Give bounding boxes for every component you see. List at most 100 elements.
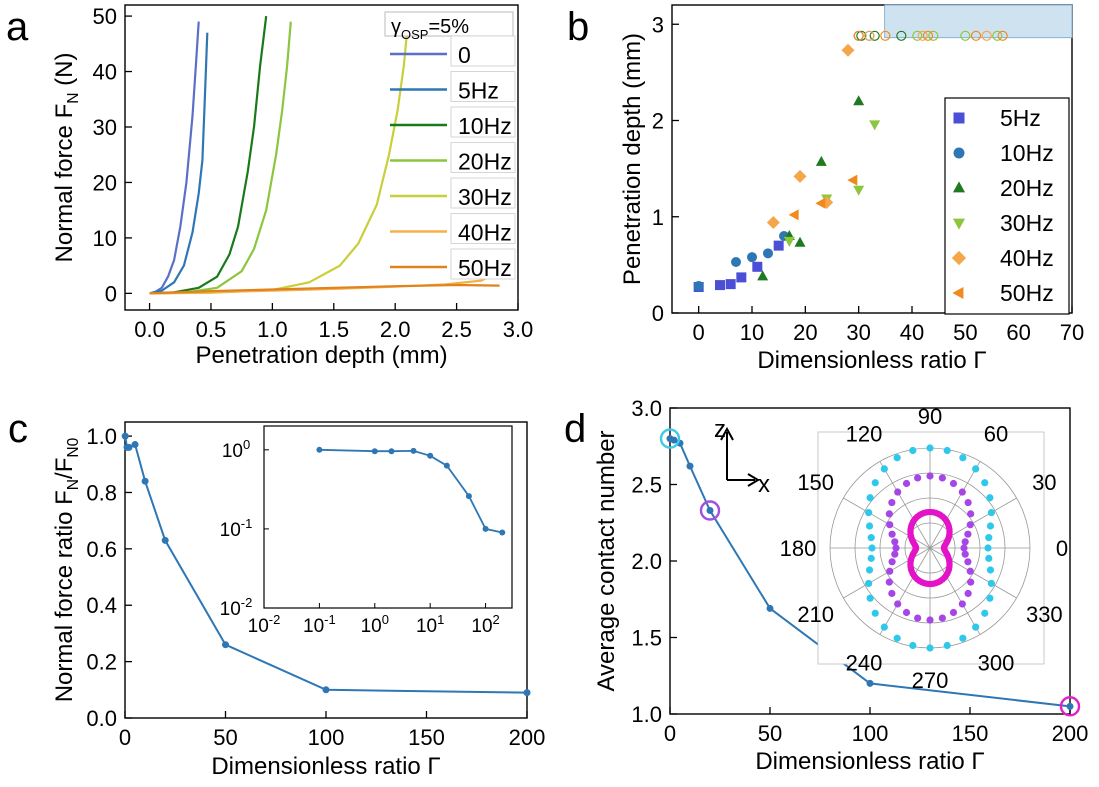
panel-a-series-2: [149, 15, 268, 295]
tick-exp: 1: [437, 612, 444, 627]
panel-d-polar-point-0-31: [981, 609, 989, 617]
panel-d-polar-point-0-34: [986, 566, 995, 574]
panel-d-polar-angle-5: 150: [797, 470, 834, 495]
panel-a-legend-box-3: [450, 142, 516, 173]
panel-b-point-2-6: [869, 30, 880, 41]
panel-c-inset-point-4: [427, 452, 434, 459]
panel-a-ylabel-part-0: Normal force F: [51, 104, 78, 263]
panel-d-xtick-label-3: 150: [952, 721, 989, 746]
panel-b-point-1-0: [693, 281, 704, 292]
panel-d-polar-angle-6: 180: [780, 536, 817, 561]
panel-d-polar-spoke-2: [929, 461, 981, 549]
panel-d-polar-point-0-32: [986, 594, 994, 602]
panel-a-legend-label-6: 50Hz: [458, 255, 512, 281]
panel-c-inset-xtick-label-2: 100: [361, 612, 389, 637]
panel-d-polar-spoke-10: [929, 547, 981, 635]
panel-d-polar-point-1-12: [894, 488, 902, 496]
panel-d-ylabel: Average contact number: [593, 430, 620, 691]
panel-d-polar-point-0-18: [868, 544, 876, 552]
panel-d-polar-point-0-5: [981, 479, 989, 487]
panel-d-polar-point-1-22: [885, 578, 893, 586]
panel-b-legend: 5Hz 10Hz 20Hz 30Hz 40Hz 50Hz: [944, 97, 1070, 315]
panel-d-polar-point-1-27: [926, 616, 934, 624]
panel-d-polar-point-0-10: [909, 446, 917, 455]
panel-a-series-1: [149, 32, 209, 295]
panel-a-ytick-label-3: 30: [93, 115, 117, 140]
panel-c-inset-ytick-label-1: 10-1: [220, 516, 253, 541]
panel-d-polar-point-0-17: [867, 534, 875, 542]
panel-a-legend-label-4: 30Hz: [458, 184, 512, 210]
panel-c-ytick-label-2: 0.4: [86, 593, 117, 618]
panel-d-polar-point-1-17: [891, 538, 899, 546]
panel-d-polar-point-0-1: [985, 534, 993, 542]
panel-c-inset-ytick-label-0: 10-2: [220, 595, 253, 620]
tick-exp: 2: [493, 612, 500, 627]
panel-a-xlabel: Penetration depth (mm): [195, 342, 447, 369]
panel-d-polar-point-0-25: [893, 634, 901, 642]
panel-d-polar-point-0-26: [909, 641, 917, 650]
panel-c-chart: 0 50 100 150 2000.00.20.40.60.81.0Dimensionl…: [51, 421, 545, 780]
panel-d-chart: 0 50 100 150 200 1.0 1.5 2.0 2.5 3.0 Dimensionless…: [593, 396, 1088, 775]
panel-c-inset-point-3: [410, 447, 417, 454]
panel-b-xtick-label-6: 60: [1006, 320, 1030, 345]
panel-b-point-2-3: [815, 155, 827, 166]
tick-exp: 0: [382, 612, 389, 627]
tick-base: 10: [222, 441, 243, 462]
panel-d-point-6: [866, 679, 874, 687]
panel-d-xtick-label-4: 200: [1052, 721, 1089, 746]
panel-b-legend-label-3: 30Hz: [1000, 210, 1054, 236]
panel-b-point-0-1: [715, 280, 725, 291]
panel-d-polar-point-0-12: [880, 465, 888, 473]
panel-d-polar-point-0-16: [865, 522, 874, 530]
panel-d-polar-point-1-13: [888, 498, 896, 507]
panel-d-polar-point-0-19: [867, 554, 875, 562]
panel-d-ytick-label-0: 1.0: [631, 702, 662, 727]
panel-a-legend-title-part-1: OSP: [401, 27, 428, 42]
panel-d-polar-spoke-8: [879, 547, 931, 635]
panel-d-polar-point-0-15: [865, 508, 873, 517]
panel-a-legend-box-2: [450, 106, 516, 138]
panel-d-polar-point-1-4: [967, 510, 975, 518]
panel-d-polar-point-0-22: [866, 594, 874, 602]
panel-a-xtick-label-2: 1.0: [257, 317, 288, 342]
panel-d-polar-point-1-26: [914, 614, 922, 622]
panel-b-legend-label-4: 40Hz: [1000, 245, 1054, 271]
panel-b-legend-label-5: 50Hz: [1000, 280, 1054, 306]
panel-d-z-arrowhead: [720, 426, 734, 441]
panel-b-point-3-5: [928, 30, 939, 41]
panel-b-point-0-5: [773, 240, 784, 251]
panel-d-polar-point-0-6: [972, 465, 980, 473]
panel-b-point-3-7: [992, 30, 1003, 41]
panel-d-ytick-label-1: 1.5: [631, 626, 662, 651]
panel-label-b: b: [567, 5, 589, 49]
panel-b-frame: [671, 4, 1073, 314]
panel-a-xtick-label-4: 2.0: [380, 317, 411, 342]
panel-b-ytick-label-2: 2: [652, 109, 664, 134]
tick-base: 10: [303, 616, 324, 637]
panel-d-polar-point-1-32: [967, 578, 975, 586]
panel-c-inset-frame: [263, 425, 513, 609]
tick-exp: -1: [241, 516, 253, 531]
panel-d-ytick-label-2: 2.0: [631, 549, 662, 574]
panel-a-legend-title-part-2: =5%: [428, 16, 469, 38]
panel-d-polar-point-1-7: [949, 479, 958, 488]
panel-b-point-4-4: [864, 30, 875, 41]
panel-b-point-5-6: [970, 30, 982, 41]
panel-a-legend-box-0: [450, 35, 516, 67]
panel-b-point-5-1: [815, 197, 826, 209]
panel-d-polar-spoke-4: [879, 461, 931, 549]
panel-d-polar-point-1-29: [949, 608, 958, 617]
panel-d-polar-point-1-35: [961, 550, 969, 558]
panel-d-xtick-label-0: 0: [664, 721, 676, 746]
panel-c-inset-ytick-label-2: 100: [222, 437, 250, 462]
panel-b-point-3-4: [912, 30, 923, 41]
panel-d-polar-point-0-14: [866, 494, 874, 502]
panel-c-point-5: [161, 536, 169, 544]
panel-d-ytick-label-3: 2.5: [631, 473, 662, 498]
panel-c-point-0: [121, 432, 129, 440]
panel-label-a: a: [6, 5, 29, 49]
panel-d-polar-point-1-18: [892, 544, 900, 552]
panel-a-series-3: [149, 21, 292, 295]
panel-d-highlight-1: [699, 500, 721, 521]
panel-b-point-1-1: [731, 256, 741, 267]
